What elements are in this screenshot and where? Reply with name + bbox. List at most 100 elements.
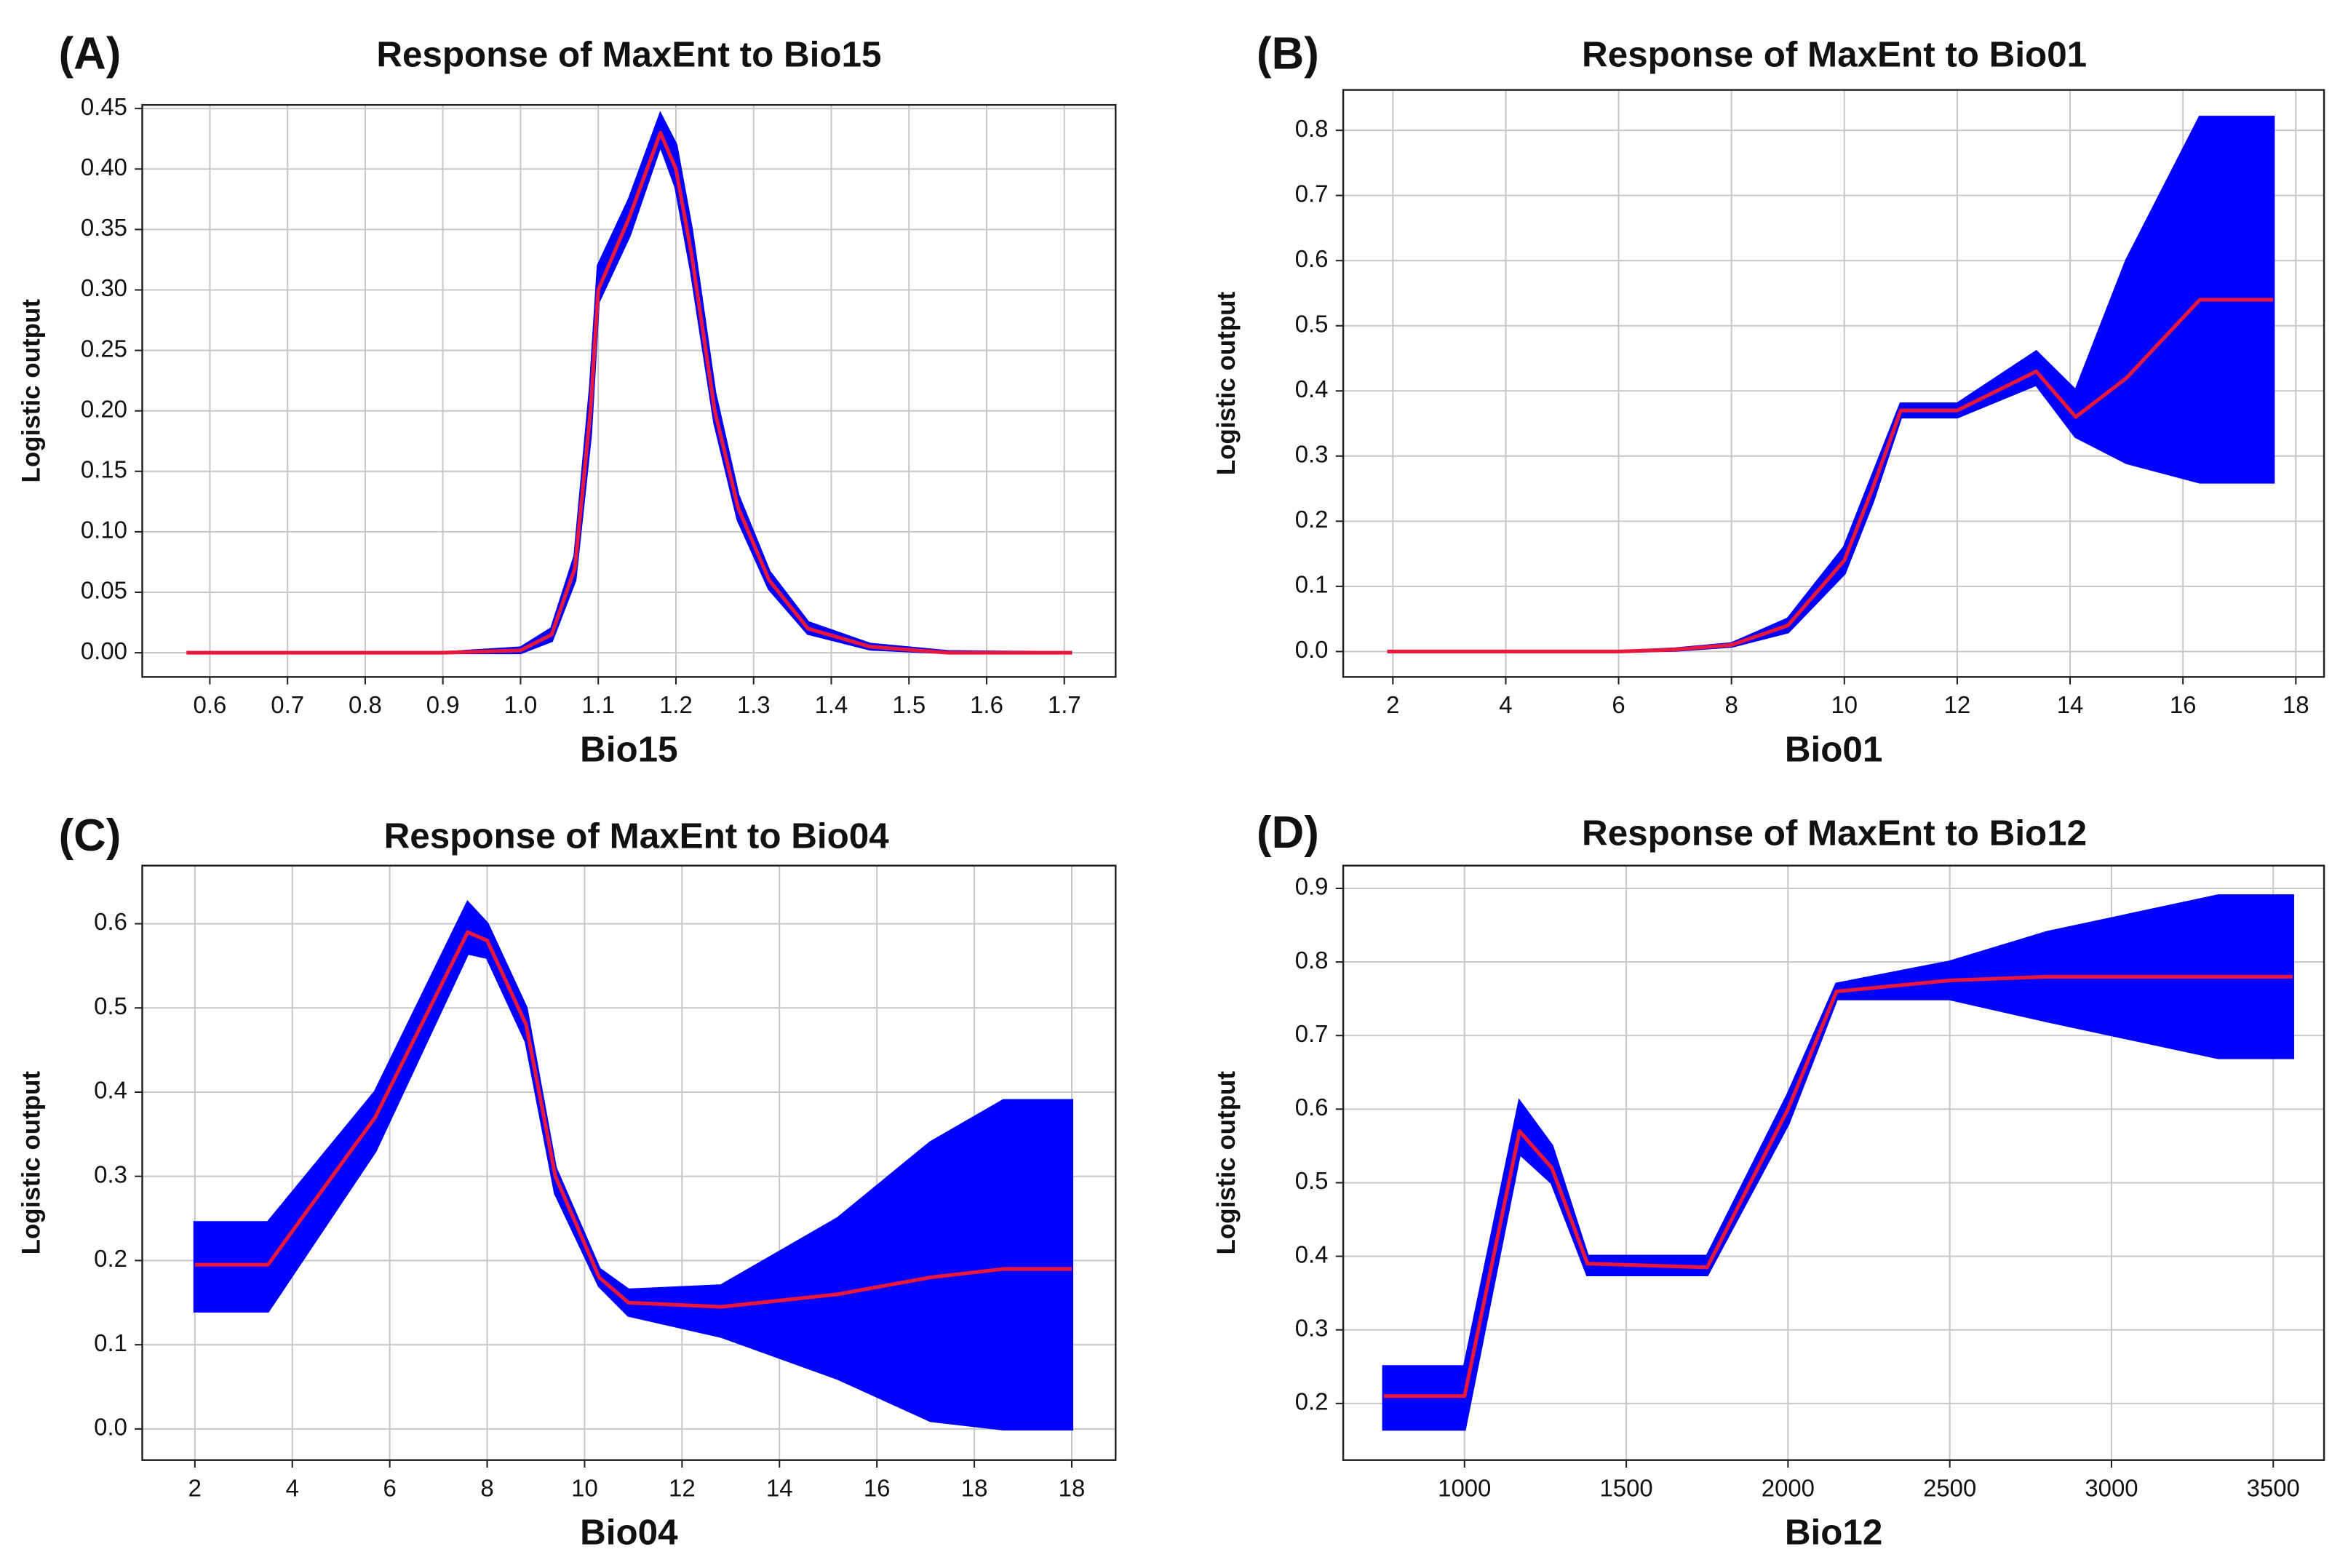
y-tick-label: 0.6: [94, 908, 127, 935]
y-tick-label: 0.1: [1295, 571, 1329, 598]
chart-title: Response of MaxEnt to Bio01: [1582, 34, 2087, 74]
y-tick-label: 0.15: [81, 455, 127, 482]
x-tick-label: 18: [961, 1475, 988, 1502]
y-tick-label: 0.1: [94, 1329, 127, 1356]
y-tick-label: 0.5: [94, 992, 127, 1019]
x-tick-label: 1.0: [504, 691, 538, 718]
y-tick-label: 0.4: [1295, 1241, 1329, 1267]
y-tick-label: 0.10: [81, 517, 127, 544]
y-tick-label: 0.05: [81, 577, 127, 604]
confidence-band: [193, 899, 1074, 1430]
y-axis-label: Logistic output: [17, 1071, 46, 1255]
chart-title: Response of MaxEnt to Bio12: [1582, 813, 2087, 853]
panel: 2 4 6 8 10 12 14 16 18 0.0 0.1 0.2 0.3 0.4 0.5 0.6 0.7 0.…: [1212, 29, 2325, 769]
x-tick-label: 10: [571, 1475, 598, 1502]
x-tick-label: 0.9: [426, 691, 460, 718]
panel-label: (D): [1257, 808, 1319, 858]
y-tick-label: 0.9: [1295, 873, 1329, 900]
x-tick-label: 2000: [1762, 1475, 1815, 1502]
y-tick-label: 0.7: [1295, 1020, 1329, 1047]
x-tick-label: 2: [188, 1475, 202, 1502]
y-tick-label: 0.30: [81, 274, 127, 301]
plot-frame: [141, 864, 1117, 1461]
panel: 1000 1500 2000 2500 3000 3500 0.2 0.3 0.4 0.5 0.6 0…: [1212, 808, 2325, 1553]
x-tick-label: 1.6: [970, 691, 1003, 718]
x-tick-label: 6: [1612, 691, 1625, 718]
x-tick-label: 1.4: [815, 691, 848, 718]
y-tick-label: 0.3: [1295, 441, 1329, 468]
y-axis-label: Logistic output: [17, 299, 46, 483]
y-tick-label: 0.6: [1295, 245, 1329, 272]
x-tick-label: 3000: [2085, 1475, 2138, 1502]
x-tick-label: 2: [1386, 691, 1399, 718]
x-tick-label: 1.7: [1048, 691, 1081, 718]
mean-line: [186, 130, 1072, 655]
x-tick-label: 1.3: [737, 691, 771, 718]
x-tick-label: 0.7: [271, 691, 304, 718]
y-tick-label: 0.5: [1295, 1167, 1329, 1194]
x-tick-label: 16: [864, 1475, 891, 1502]
chart-title: Response of MaxEnt to Bio04: [384, 816, 890, 856]
plot-frame: [1342, 864, 2325, 1461]
panel-label: (C): [59, 811, 122, 861]
y-tick-label: 0.2: [1295, 506, 1329, 533]
y-tick-label: 0.25: [81, 335, 127, 362]
y-tick-label: 0.5: [1295, 310, 1329, 337]
chart-title: Response of MaxEnt to Bio15: [376, 34, 881, 74]
x-tick-label: 12: [1944, 691, 1971, 718]
x-tick-label: 18: [2283, 691, 2309, 718]
x-tick-label: 1000: [1438, 1475, 1491, 1502]
x-tick-label: 4: [286, 1475, 299, 1502]
mean-line: [194, 930, 1072, 1309]
x-tick-label: 8: [480, 1475, 493, 1502]
y-tick-label: 0.45: [81, 93, 127, 120]
y-tick-label: 0.8: [1295, 947, 1329, 974]
x-tick-label: 1.1: [581, 691, 615, 718]
panel: 2 4 6 8 10 12 14 16 18 18 0.0 0.1 0.2 0.3 0.4 0.5 0.6 (C)…: [17, 811, 1117, 1553]
panel-label: (A): [59, 29, 122, 79]
y-tick-label: 0.20: [81, 395, 127, 422]
x-tick-label: 2500: [1923, 1475, 1976, 1502]
mean-line: [1383, 974, 2293, 1398]
y-tick-label: 0.3: [94, 1161, 127, 1187]
x-tick-label: 1500: [1599, 1475, 1652, 1502]
y-tick-label: 0.2: [94, 1245, 127, 1272]
y-tick-label: 0.4: [94, 1077, 127, 1104]
plot-frame: [1342, 89, 2325, 678]
confidence-band: [1387, 116, 2275, 653]
y-tick-label: 0.40: [81, 154, 127, 180]
x-tick-label: 10: [1831, 691, 1858, 718]
y-tick-label: 0.0: [94, 1414, 127, 1441]
plot-frame: [141, 103, 1117, 678]
mean-line: [1387, 298, 2274, 654]
x-tick-label: 0.6: [194, 691, 227, 718]
y-tick-label: 0.00: [81, 637, 127, 664]
x-axis-label: Bio15: [580, 729, 677, 769]
x-tick-label: 1.5: [892, 691, 926, 718]
x-tick-label: 1.2: [659, 691, 693, 718]
y-tick-label: 0.35: [81, 214, 127, 241]
x-axis-label: Bio01: [1785, 729, 1882, 769]
panel: 0.6 0.7 0.8 0.9 1.0 1.1 1.2 1.3 1.4 1.5 1.6 1.7 0.00…: [17, 29, 1117, 769]
y-tick-label: 0.6: [1295, 1094, 1329, 1121]
y-axis-label: Logistic output: [1212, 1071, 1241, 1255]
y-tick-label: 0.8: [1295, 115, 1329, 142]
x-tick-label: 8: [1725, 691, 1738, 718]
x-tick-label: 14: [766, 1475, 793, 1502]
x-tick-label: 12: [669, 1475, 696, 1502]
x-tick-label: 18: [1059, 1475, 1086, 1502]
x-axis-label: Bio12: [1785, 1513, 1882, 1553]
y-tick-label: 0.3: [1295, 1314, 1329, 1341]
y-tick-label: 0.2: [1295, 1388, 1329, 1415]
x-tick-label: 14: [2057, 691, 2084, 718]
x-tick-label: 6: [383, 1475, 396, 1502]
confidence-band: [1382, 894, 2295, 1431]
y-tick-label: 0.7: [1295, 180, 1329, 207]
x-tick-label: 0.8: [349, 691, 382, 718]
confidence-band: [186, 111, 1072, 655]
x-tick-label: 3500: [2247, 1475, 2300, 1502]
x-tick-label: 16: [2170, 691, 2197, 718]
y-tick-label: 0.4: [1295, 375, 1329, 402]
y-axis-label: Logistic output: [1212, 291, 1241, 475]
